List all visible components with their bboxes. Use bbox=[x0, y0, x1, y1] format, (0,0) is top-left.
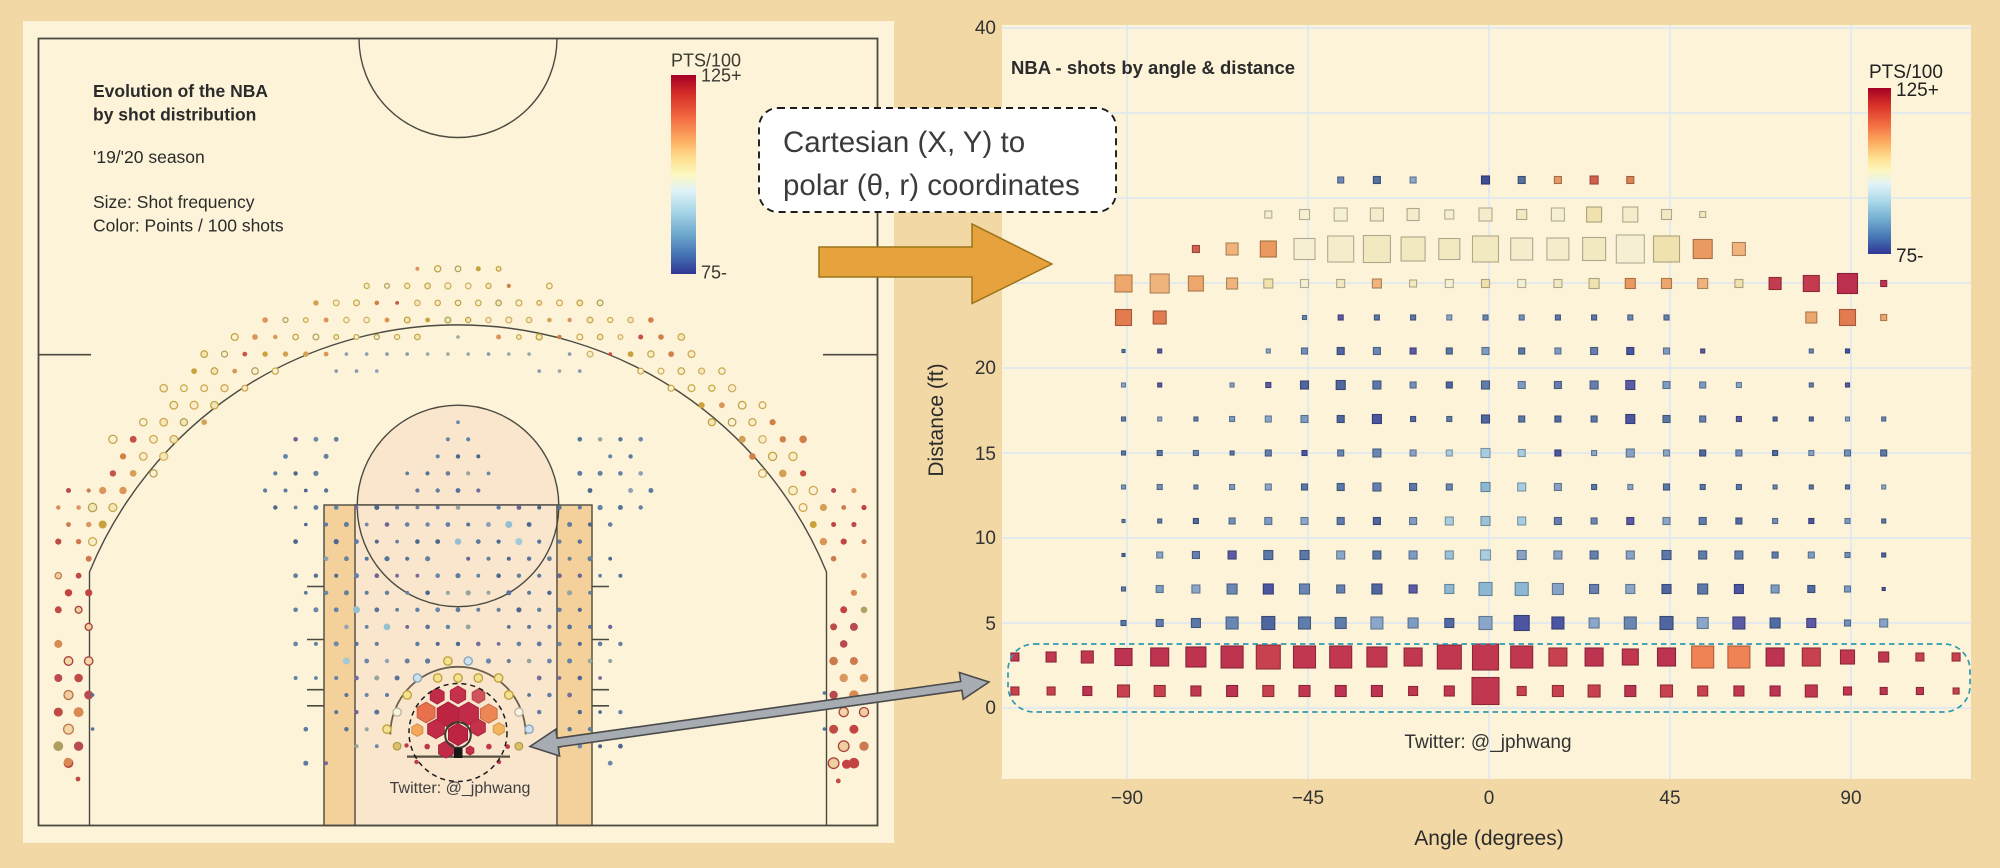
svg-text:Evolution of the NBA: Evolution of the NBA bbox=[93, 81, 268, 101]
svg-text:−45: −45 bbox=[1292, 788, 1324, 809]
svg-text:Twitter: @_jphwang: Twitter: @_jphwang bbox=[1404, 732, 1571, 753]
svg-text:15: 15 bbox=[975, 444, 996, 465]
svg-text:Twitter: @_jphwang: Twitter: @_jphwang bbox=[390, 780, 531, 797]
svg-text:45: 45 bbox=[1659, 788, 1680, 809]
svg-text:PTS/100: PTS/100 bbox=[1869, 62, 1943, 83]
svg-text:Color: Points / 100 shots: Color: Points / 100 shots bbox=[93, 216, 284, 236]
svg-text:10: 10 bbox=[975, 528, 996, 549]
svg-text:20: 20 bbox=[975, 358, 996, 379]
svg-text:0: 0 bbox=[985, 698, 996, 719]
svg-text:Cartesian (X, Y) to: Cartesian (X, Y) to bbox=[783, 126, 1025, 159]
svg-text:75-: 75- bbox=[1896, 246, 1923, 267]
svg-text:125+: 125+ bbox=[1896, 80, 1939, 101]
svg-text:Distance (ft): Distance (ft) bbox=[925, 363, 948, 476]
svg-text:75-: 75- bbox=[701, 263, 727, 283]
svg-text:40: 40 bbox=[975, 18, 996, 39]
svg-text:polar (θ, r) coordinates: polar (θ, r) coordinates bbox=[783, 169, 1080, 202]
svg-text:0: 0 bbox=[1484, 788, 1495, 809]
svg-text:125+: 125+ bbox=[701, 65, 742, 85]
svg-text:NBA - shots by angle & distanc: NBA - shots by angle & distance bbox=[1011, 57, 1295, 78]
svg-text:PTS/100: PTS/100 bbox=[671, 51, 741, 71]
svg-text:5: 5 bbox=[985, 614, 996, 635]
svg-text:−90: −90 bbox=[1111, 788, 1143, 809]
svg-text:'19/'20 season: '19/'20 season bbox=[93, 147, 205, 167]
svg-text:Angle (degrees): Angle (degrees) bbox=[1414, 827, 1563, 850]
svg-text:by shot distribution: by shot distribution bbox=[93, 105, 256, 125]
svg-text:Size: Shot frequency: Size: Shot frequency bbox=[93, 192, 255, 212]
svg-text:90: 90 bbox=[1840, 788, 1861, 809]
